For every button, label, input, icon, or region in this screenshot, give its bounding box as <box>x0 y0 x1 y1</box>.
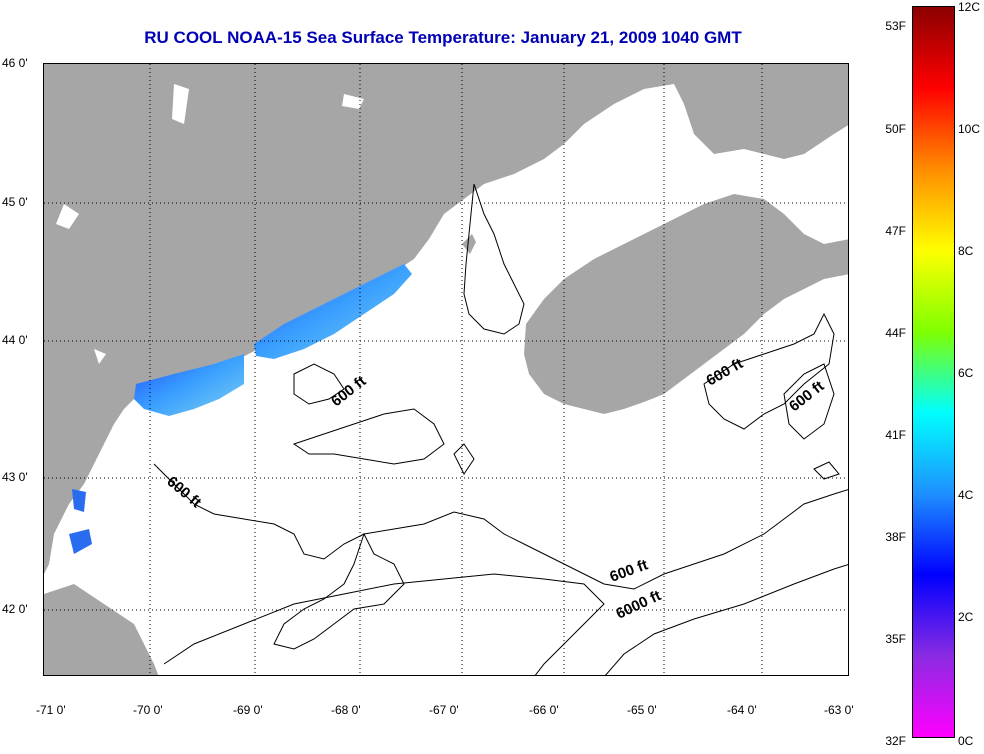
lat-label-45: 45 0' <box>2 195 28 209</box>
colorbar-f-53: 53F <box>885 19 906 33</box>
colorbar-f-44: 44F <box>885 326 906 340</box>
colorbar-f-35: 35F <box>885 632 906 646</box>
lon-label-65: -65 0' <box>627 703 657 717</box>
temperature-colorbar <box>912 6 955 738</box>
contour-label-600ft-d: 600 ft <box>786 378 827 416</box>
colorbar-f-41: 41F <box>885 428 906 442</box>
colorbar-c-2: 2C <box>958 610 974 624</box>
sst-map: 600 ft 600 ft 600 ft 600 ft 600 ft 6000 … <box>43 63 849 676</box>
contour-label-600ft-a: 600 ft <box>328 373 369 411</box>
land-mainland <box>44 64 848 574</box>
sst-band <box>134 354 244 416</box>
land-cape-cod <box>44 584 159 675</box>
colorbar-c-8: 8C <box>958 244 974 258</box>
contour-label-600ft-e: 600 ft <box>608 556 651 585</box>
contour-label-600ft-c: 600 ft <box>704 355 746 389</box>
lon-label-71: -71 0' <box>36 703 66 717</box>
colorbar-c-0: 0C <box>958 734 974 748</box>
lon-label-63: -63 0' <box>824 703 854 717</box>
colorbar-c-4: 4C <box>958 488 974 502</box>
lon-label-66: -66 0' <box>529 703 559 717</box>
colorbar-c-12: 12C <box>958 0 981 14</box>
map-canvas: 600 ft 600 ft 600 ft 600 ft 600 ft 6000 … <box>44 64 848 675</box>
colorbar-f-50: 50F <box>885 122 906 136</box>
lon-label-64: -64 0' <box>727 703 757 717</box>
contour-label-600ft-b: 600 ft <box>163 473 204 511</box>
colorbar-c-10: 10C <box>958 122 981 136</box>
lat-label-46: 46 0' <box>2 56 28 70</box>
lon-label-70: -70 0' <box>133 703 163 717</box>
colorbar-f-38: 38F <box>885 530 906 544</box>
land-nova-scotia <box>524 194 848 414</box>
colorbar-c-6: 6C <box>958 366 974 380</box>
colorbar-f-47: 47F <box>885 224 906 238</box>
lon-label-69: -69 0' <box>233 703 263 717</box>
lon-label-67: -67 0' <box>429 703 459 717</box>
lon-label-68: -68 0' <box>331 703 361 717</box>
lat-label-42: 42 0' <box>2 602 28 616</box>
map-title: RU COOL NOAA-15 Sea Surface Temperature:… <box>144 28 742 47</box>
lat-label-43: 43 0' <box>2 470 28 484</box>
contour-label-6000ft: 6000 ft <box>614 587 664 622</box>
colorbar-f-32: 32F <box>885 734 906 748</box>
lat-label-44: 44 0' <box>2 333 28 347</box>
land-grand-manan <box>462 234 476 254</box>
